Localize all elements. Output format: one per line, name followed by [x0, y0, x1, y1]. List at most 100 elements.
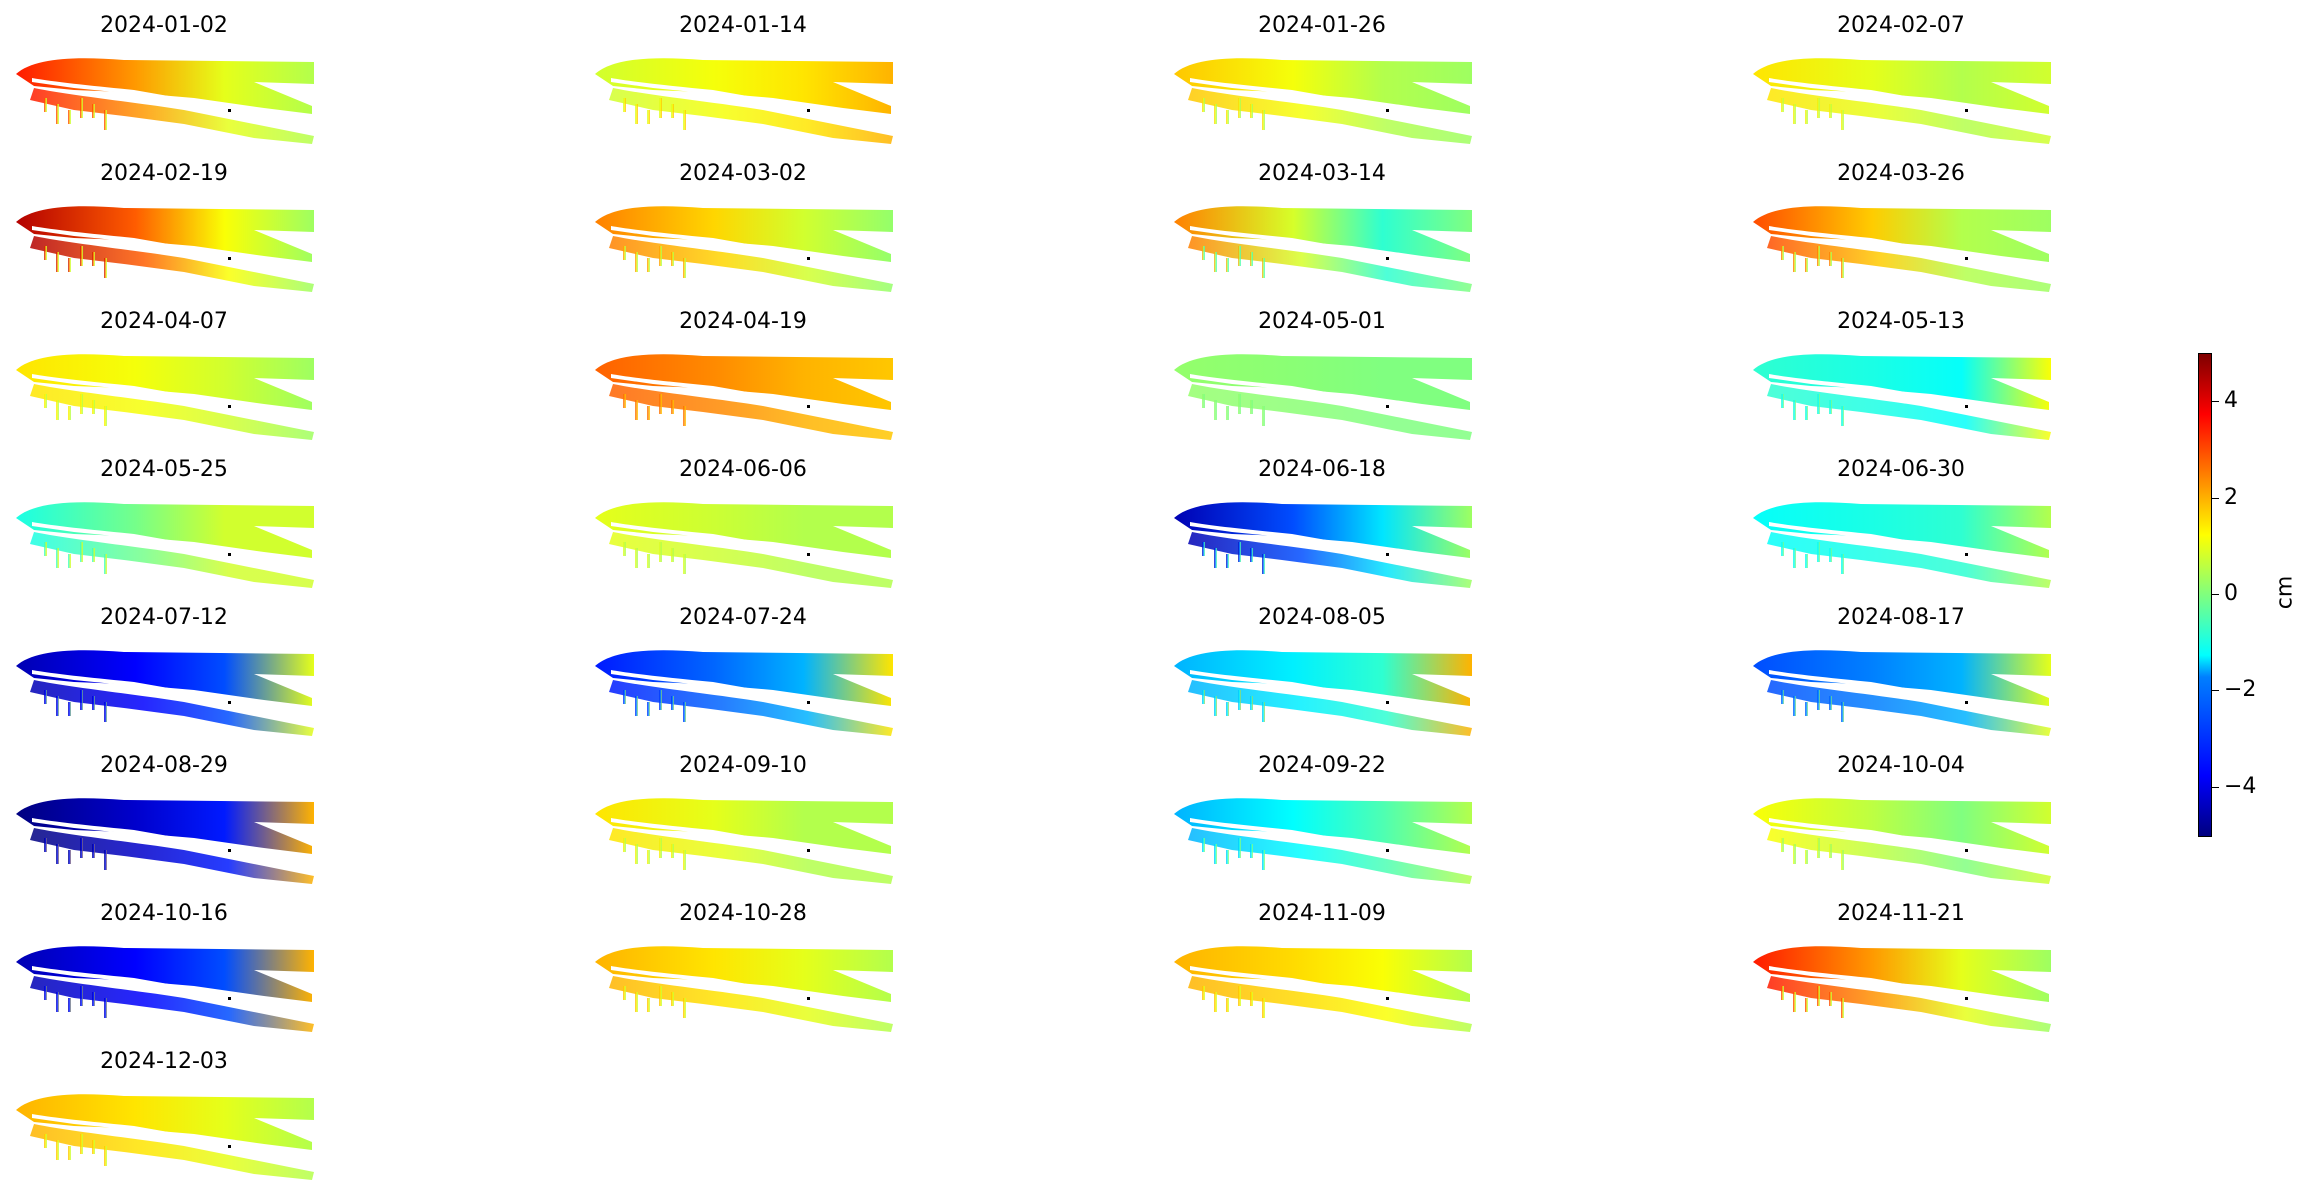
- reference-point: [228, 553, 231, 556]
- coherence-gap: [1769, 226, 1956, 254]
- drainage-channel: [1250, 844, 1253, 858]
- coherence-gap: [1190, 226, 1377, 254]
- panel-title: 2024-12-03: [100, 1049, 228, 1074]
- drainage-channel: [104, 850, 107, 870]
- displacement-lobe: [30, 532, 314, 588]
- drainage-channel: [44, 838, 47, 852]
- map-panel: 2024-03-14: [1172, 160, 1472, 295]
- drainage-channel: [635, 696, 638, 716]
- displacement-map: [1753, 58, 2051, 144]
- coherence-gap: [611, 522, 798, 550]
- panel-title: 2024-01-26: [1258, 13, 1386, 38]
- colorbar-tick-label: −2: [2224, 677, 2257, 703]
- coherence-gap: [32, 226, 219, 254]
- drainage-channel: [1793, 548, 1796, 568]
- panel-title: 2024-08-05: [1258, 605, 1386, 630]
- drainage-channel: [104, 702, 107, 722]
- drainage-channel: [1781, 98, 1784, 112]
- panel-title: 2024-02-07: [1837, 13, 1965, 38]
- drainage-channel: [1793, 844, 1796, 864]
- panel-title: 2024-01-02: [100, 13, 228, 38]
- drainage-channel: [1841, 850, 1844, 870]
- reference-point: [1965, 849, 1968, 852]
- displacement-map: [1174, 798, 1472, 884]
- panel-title: 2024-10-28: [679, 901, 807, 926]
- coherence-gap: [1190, 966, 1377, 994]
- displacement-lobe: [30, 828, 314, 884]
- panel-title: 2024-07-12: [100, 605, 228, 630]
- drainage-channel: [1781, 690, 1784, 704]
- panel-title: 2024-07-24: [679, 605, 807, 630]
- drainage-channel: [44, 690, 47, 704]
- displacement-lobe: [609, 384, 893, 440]
- drainage-channel: [1250, 696, 1253, 710]
- drainage-channel: [683, 850, 686, 870]
- coherence-gap: [32, 670, 219, 698]
- drainage-channel: [1793, 104, 1796, 124]
- drainage-channel: [671, 548, 674, 562]
- drainage-channel: [80, 986, 83, 1006]
- panel-title: 2024-06-18: [1258, 457, 1386, 482]
- reference-point: [1965, 109, 1968, 112]
- drainage-channel: [56, 252, 59, 272]
- drainage-channel: [80, 542, 83, 562]
- drainage-channel: [659, 542, 662, 562]
- colorbar: cm −4 −2 0 2 4: [2198, 353, 2302, 838]
- drainage-channel: [1841, 702, 1844, 722]
- drainage-channel: [68, 406, 71, 420]
- drainage-channel: [1829, 104, 1832, 118]
- drainage-channel: [1841, 258, 1844, 278]
- drainage-channel: [671, 992, 674, 1006]
- drainage-channel: [647, 702, 650, 716]
- drainage-channel: [683, 554, 686, 574]
- drainage-channel: [1250, 548, 1253, 562]
- drainage-channel: [1262, 258, 1265, 278]
- map-panel: 2024-09-22: [1172, 752, 1472, 887]
- reference-point: [1386, 553, 1389, 556]
- drainage-channel: [647, 554, 650, 568]
- drainage-channel: [1805, 702, 1808, 716]
- map-panel: 2024-01-26: [1172, 12, 1472, 147]
- drainage-channel: [623, 98, 626, 112]
- drainage-channel: [1805, 850, 1808, 864]
- displacement-lobe: [30, 384, 314, 440]
- panel-title: 2024-03-26: [1837, 161, 1965, 186]
- drainage-channel: [44, 98, 47, 112]
- displacement-body: [1753, 58, 2051, 114]
- panel-title: 2024-05-25: [100, 457, 228, 482]
- drainage-channel: [80, 690, 83, 710]
- displacement-body: [595, 502, 893, 558]
- drainage-channel: [104, 258, 107, 278]
- drainage-channel: [1781, 986, 1784, 1000]
- drainage-channel: [1202, 838, 1205, 852]
- drainage-channel: [44, 394, 47, 408]
- drainage-channel: [1250, 992, 1253, 1006]
- coherence-gap: [1190, 374, 1377, 402]
- displacement-map: [16, 798, 314, 884]
- drainage-channel: [44, 542, 47, 556]
- drainage-channel: [671, 252, 674, 266]
- drainage-channel: [104, 406, 107, 426]
- map-panel: 2024-12-03: [14, 1048, 314, 1183]
- displacement-map: [595, 206, 893, 292]
- reference-point: [1386, 849, 1389, 852]
- drainage-channel: [635, 104, 638, 124]
- drainage-channel: [659, 98, 662, 118]
- drainage-channel: [671, 104, 674, 118]
- drainage-channel: [647, 258, 650, 272]
- drainage-channel: [1214, 104, 1217, 124]
- map-panel: 2024-09-10: [593, 752, 893, 887]
- map-panel: 2024-08-29: [14, 752, 314, 887]
- drainage-channel: [683, 258, 686, 278]
- displacement-lobe: [30, 680, 314, 736]
- map-panel: 2024-11-21: [1751, 900, 2051, 1035]
- drainage-channel: [68, 110, 71, 124]
- colorbar-gradient: [2198, 353, 2212, 837]
- drainage-channel: [1829, 844, 1832, 858]
- colorbar-tick: [2212, 497, 2219, 499]
- drainage-channel: [1841, 110, 1844, 130]
- drainage-channel: [1238, 986, 1241, 1006]
- reference-point: [228, 405, 231, 408]
- drainage-channel: [1226, 554, 1229, 568]
